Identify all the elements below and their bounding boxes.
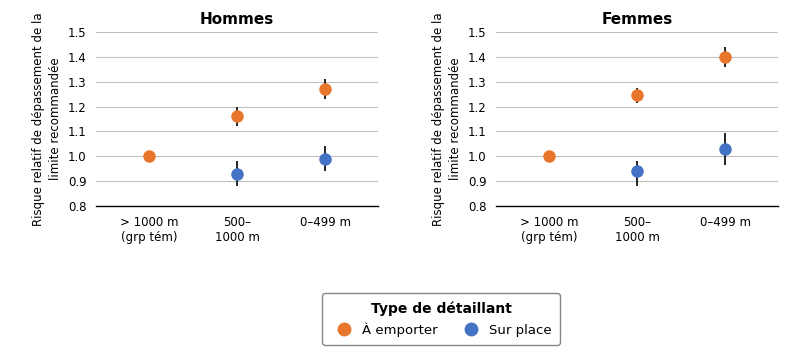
Y-axis label: Risque relatif de dépassement de la
limite recommandée: Risque relatif de dépassement de la limi… <box>32 12 63 226</box>
Title: Hommes: Hommes <box>200 12 274 27</box>
Legend: À emporter, Sur place: À emporter, Sur place <box>322 294 560 345</box>
Y-axis label: Risque relatif de dépassement de la
limite recommandée: Risque relatif de dépassement de la limi… <box>432 12 462 226</box>
Title: Femmes: Femmes <box>602 12 673 27</box>
